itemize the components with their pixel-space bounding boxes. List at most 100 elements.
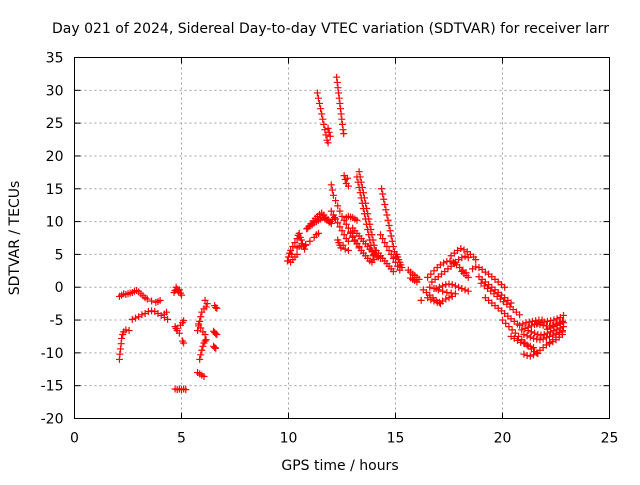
data-point — [332, 197, 340, 205]
data-point — [338, 120, 346, 128]
data-point — [539, 321, 547, 329]
data-point — [301, 245, 309, 253]
data-point — [502, 319, 510, 327]
data-point — [386, 227, 394, 235]
data-point — [338, 115, 346, 123]
data-point — [516, 321, 524, 329]
data-point — [448, 281, 456, 289]
y-tick-label: 10 — [46, 215, 64, 231]
grid — [74, 57, 610, 419]
data-point — [543, 325, 551, 333]
data-point — [339, 126, 347, 134]
data-point — [148, 297, 156, 305]
data-point — [385, 246, 393, 254]
data-point — [317, 105, 325, 113]
data-point — [344, 246, 352, 254]
data-point — [472, 263, 480, 271]
data-point — [530, 334, 538, 342]
data-point — [368, 258, 376, 266]
data-point — [528, 317, 536, 325]
data-point — [389, 254, 397, 262]
data-point — [427, 296, 435, 304]
data-point — [536, 321, 544, 329]
data-point — [382, 206, 390, 214]
data-point — [335, 89, 343, 97]
y-tick-label: 15 — [46, 182, 64, 198]
data-point — [321, 126, 329, 134]
data-point — [327, 181, 335, 189]
data-point — [122, 326, 130, 334]
data-point — [381, 239, 389, 247]
data-point — [527, 328, 535, 336]
data-point — [213, 330, 221, 338]
data-point — [377, 231, 385, 239]
data-point — [527, 322, 535, 330]
data-point — [295, 229, 303, 237]
data-point — [550, 323, 558, 331]
data-point — [314, 94, 322, 102]
data-point — [523, 351, 531, 359]
data-point — [388, 237, 396, 245]
data-point — [430, 297, 438, 305]
data-point — [302, 241, 310, 249]
data-point — [426, 283, 434, 291]
x-axis-label: GPS time / hours — [281, 458, 398, 474]
data-point — [522, 319, 530, 327]
data-point — [313, 89, 321, 97]
data-point — [383, 243, 391, 251]
data-point — [537, 331, 545, 339]
data-point — [283, 257, 291, 265]
data-point — [417, 296, 425, 304]
data-point — [443, 288, 451, 296]
data-point — [501, 283, 509, 291]
data-point — [116, 350, 124, 358]
data-point — [347, 229, 355, 237]
data-point — [443, 258, 451, 266]
data-point — [538, 316, 546, 324]
data-point — [297, 236, 305, 244]
data-point — [446, 257, 454, 265]
data-point — [430, 285, 438, 293]
data-point — [198, 346, 206, 354]
data-point — [341, 245, 349, 253]
data-point — [329, 211, 337, 219]
y-tick-label: 30 — [46, 83, 64, 99]
axis-ticks: 0 5 10 15 20 25 -20 -15 -10 -5 0 5 10 15 20 25 30 35 — [41, 51, 619, 447]
data-point — [202, 303, 210, 311]
data-point — [318, 110, 326, 118]
data-point — [461, 252, 469, 260]
data-point — [439, 287, 447, 295]
data-point — [505, 323, 513, 331]
data-point — [212, 304, 220, 312]
data-point — [353, 216, 361, 224]
data-point — [450, 260, 458, 268]
data-point — [383, 211, 391, 219]
x-tick-label: 15 — [387, 431, 405, 447]
data-point — [532, 317, 540, 325]
data-point — [338, 212, 346, 220]
data-point — [398, 264, 406, 272]
data-point — [156, 296, 164, 304]
data-point — [455, 283, 463, 291]
y-tick-label: -20 — [41, 412, 64, 428]
data-point — [378, 185, 386, 193]
data-point — [385, 222, 393, 230]
data-point — [334, 84, 342, 92]
data-point — [430, 267, 438, 275]
data-point — [128, 315, 136, 323]
data-point — [359, 189, 367, 197]
y-tick-label: 20 — [46, 149, 64, 165]
data-point — [364, 210, 372, 218]
data-point — [334, 219, 342, 227]
data-point — [337, 110, 345, 118]
data-point — [515, 332, 523, 340]
data-point — [519, 320, 527, 328]
data-point — [148, 307, 156, 315]
data-point — [356, 173, 364, 181]
data-point — [202, 336, 210, 344]
data-point — [335, 94, 343, 102]
data-point — [125, 327, 133, 335]
data-point — [287, 246, 295, 254]
data-point — [447, 289, 455, 297]
